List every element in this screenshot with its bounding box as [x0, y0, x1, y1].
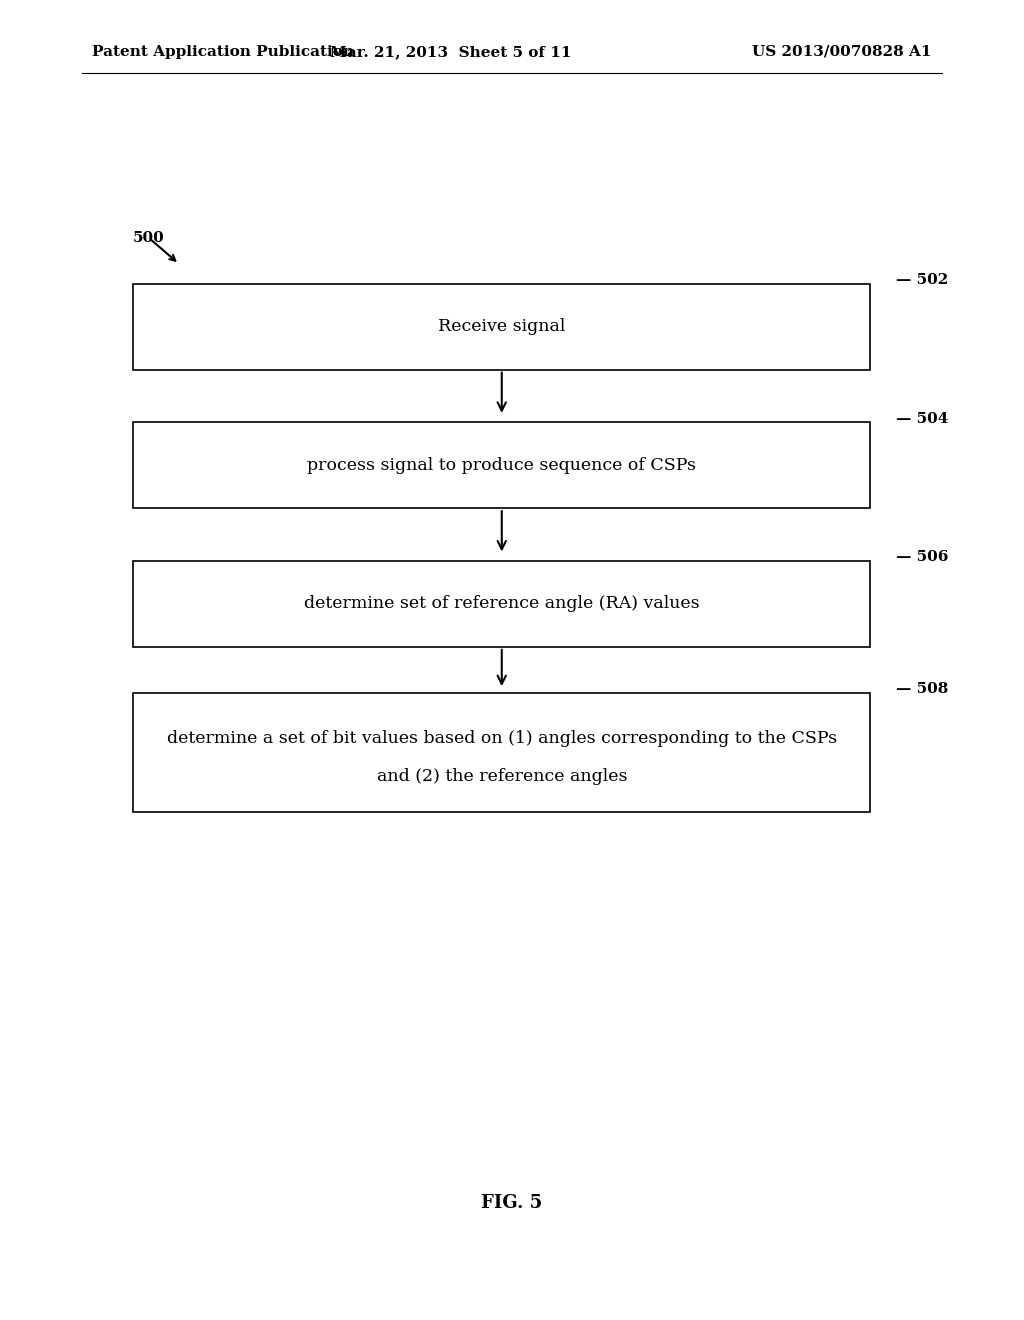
Text: determine a set of bit values based on (1) angles corresponding to the CSPs: determine a set of bit values based on (… [167, 730, 837, 747]
Text: and (2) the reference angles: and (2) the reference angles [377, 768, 627, 784]
Text: 500: 500 [133, 231, 165, 246]
Text: US 2013/0070828 A1: US 2013/0070828 A1 [753, 45, 932, 59]
Text: Patent Application Publication: Patent Application Publication [92, 45, 354, 59]
Text: Receive signal: Receive signal [438, 318, 565, 335]
FancyBboxPatch shape [133, 422, 870, 508]
Text: — 508: — 508 [896, 682, 948, 697]
Text: determine set of reference angle (RA) values: determine set of reference angle (RA) va… [304, 595, 699, 612]
FancyBboxPatch shape [133, 284, 870, 370]
FancyBboxPatch shape [133, 693, 870, 812]
Text: Mar. 21, 2013  Sheet 5 of 11: Mar. 21, 2013 Sheet 5 of 11 [330, 45, 571, 59]
FancyBboxPatch shape [133, 561, 870, 647]
Text: — 502: — 502 [896, 273, 948, 288]
Text: — 506: — 506 [896, 550, 948, 565]
Text: FIG. 5: FIG. 5 [481, 1193, 543, 1212]
Text: — 504: — 504 [896, 412, 948, 426]
Text: process signal to produce sequence of CSPs: process signal to produce sequence of CS… [307, 457, 696, 474]
